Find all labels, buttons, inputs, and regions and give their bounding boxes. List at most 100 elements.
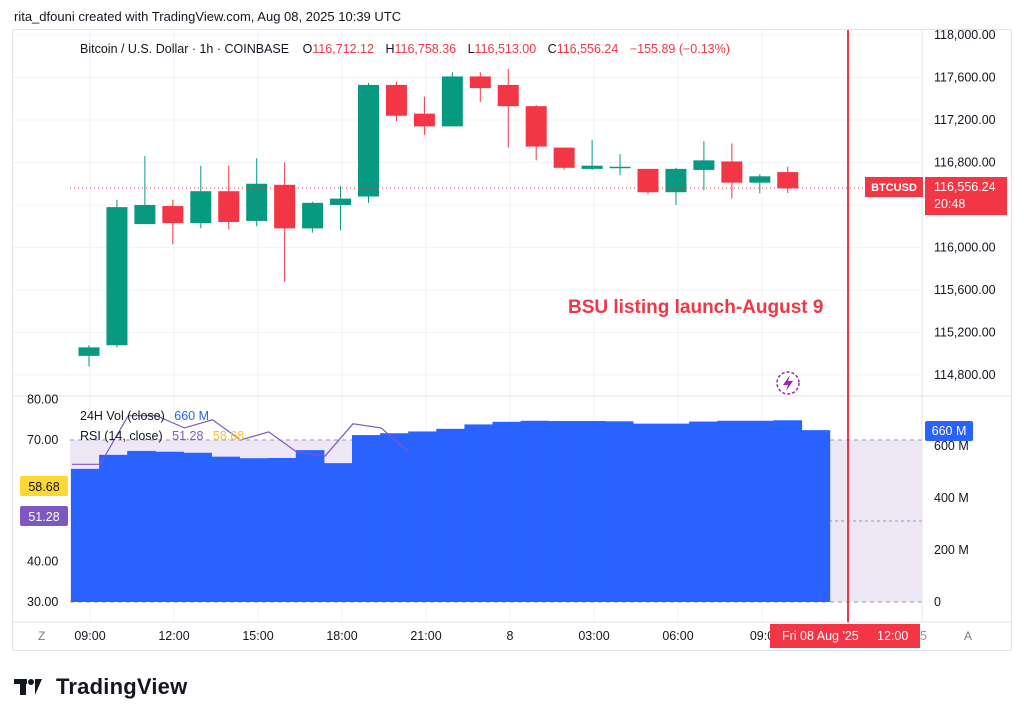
time-tick-label: 09:00 [74,629,105,643]
price-tick-label: 115,200.00 [934,326,996,340]
ticker-badge[interactable] [865,177,923,197]
volume-bar [492,421,522,602]
candle-body [190,191,212,224]
rsi-line [72,415,410,465]
created-by-caption: rita_dfouni created with TradingView.com… [14,9,402,24]
rsi-tick-label: 80.00 [27,393,58,407]
volume-bar [717,420,746,602]
svg-text:24H Vol (close) 660 M: 24H Vol (close) 660 M [80,409,209,423]
volume-bar [773,420,803,602]
volume-bar [576,421,606,602]
bar-countdown: 20:48 [934,197,965,211]
volume-bar [239,458,269,602]
candle-body [385,84,407,116]
price-tick-label: 117,200.00 [934,113,996,127]
price-tick-label: 117,600.00 [934,71,996,85]
candle-body [665,168,687,193]
volume-bar [71,468,100,602]
candle-body [469,76,491,89]
volume-bar [436,428,465,602]
volume-series [71,420,831,602]
svg-text:Bitcoin / U.S. Dollar · 1h · C: Bitcoin / U.S. Dollar · 1h · COINBASE O 1… [80,42,730,56]
candle-body [553,147,575,168]
candle-body [358,84,379,197]
candle-body [162,206,184,224]
candle-body [609,166,631,169]
chart-frame [12,29,1012,651]
candle-body [330,198,352,205]
candle-body [637,168,659,193]
volume-badge-text: 660 M [932,424,967,438]
volume-bar [323,463,353,602]
rsi-legend-value: 51.28 [172,429,203,443]
volume-bar [464,424,493,602]
auto-scale-button[interactable]: A [964,629,972,643]
rsi-tick-label: 40.00 [27,555,58,569]
volume-bar [801,430,831,602]
volume-bar [520,420,550,602]
volume-bar [380,433,409,602]
candle-body [134,205,156,225]
low-value: 116,513.00 [475,42,537,56]
high-value: 116,758.36 [394,42,456,56]
candle-body [413,113,435,127]
time-tick-label: 03:00 [578,629,609,643]
volume-tick-label: 200 M [934,543,969,557]
zoom-button[interactable]: Z [38,629,45,643]
close-label: C [548,42,557,56]
open-label: O [303,42,313,56]
price-tick-label: 116,000.00 [934,241,996,255]
volume-bar [661,423,690,602]
candle-body [749,176,771,183]
time-tick-label: 18:00 [326,629,357,643]
volume-bar [352,435,381,602]
low-label: L [468,42,475,56]
lightning-icon[interactable] [776,371,800,395]
candle-body [721,161,743,183]
candle-series [78,69,799,367]
volume-bar [99,454,128,602]
price-tick-label: 115,600.00 [934,283,996,297]
price-tick-label: 114,800.00 [934,368,996,382]
rsi-tick-label: 30.00 [27,595,58,609]
time-tick-label: 06:00 [662,629,693,643]
crosshair-time-badge[interactable] [770,624,920,648]
candle-body [693,160,715,170]
volume-bar [211,456,241,602]
volume-bar [604,421,634,602]
volume-tick-label: 600 M [934,439,969,453]
candle-body [497,84,519,107]
candle-body [78,347,100,356]
candle-body [218,191,240,222]
volume-axis-labels: 600 M 400 M 200 M 0 [934,439,969,609]
tradingview-logo[interactable]: TradingView [14,674,187,700]
rsi-tick-label: 70.00 [27,433,58,447]
tradingview-wordmark: TradingView [56,674,188,699]
rsi-badge [20,506,68,526]
last-price-badge[interactable] [925,177,1007,215]
candle-body [441,76,463,127]
rsi-axis-labels: 80.00 70.00 40.00 30.00 [27,393,58,610]
time-tick-label: 21:00 [410,629,441,643]
volume-legend-value: 660 M [174,409,209,423]
ticker-badge-text: BTCUSD [871,182,917,194]
event-annotation[interactable]: BSU listing launch-August 9 [568,297,823,318]
price-tick-label: 116,800.00 [934,156,996,170]
time-tick-label: 12:00 [158,629,189,643]
volume-bar [183,452,212,602]
volume-tick-label: 400 M [934,491,969,505]
rsi-ma-legend-value: 58.68 [213,429,244,443]
time-axis-labels: 09:00 12:00 15:00 18:00 21:00 8 03:00 06:00 09:0 [74,629,774,643]
volume-bar [548,421,578,602]
symbol-description: Bitcoin / U.S. Dollar · 1h · COINBASE [80,42,289,56]
time-tick-label: 15:00 [242,629,273,643]
rsi-ma-badge [20,476,68,496]
change-value: −155.89 (−0.13%) [630,42,730,56]
candle-body [246,183,268,221]
high-label: H [385,42,394,56]
tradingview-logo-icon [14,679,42,695]
candle-body [581,165,603,169]
volume-bar [155,451,184,602]
close-value: 116,556.24 [557,42,619,56]
